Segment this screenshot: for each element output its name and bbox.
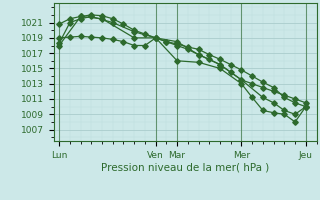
X-axis label: Pression niveau de la mer( hPa ): Pression niveau de la mer( hPa ) <box>101 163 269 173</box>
